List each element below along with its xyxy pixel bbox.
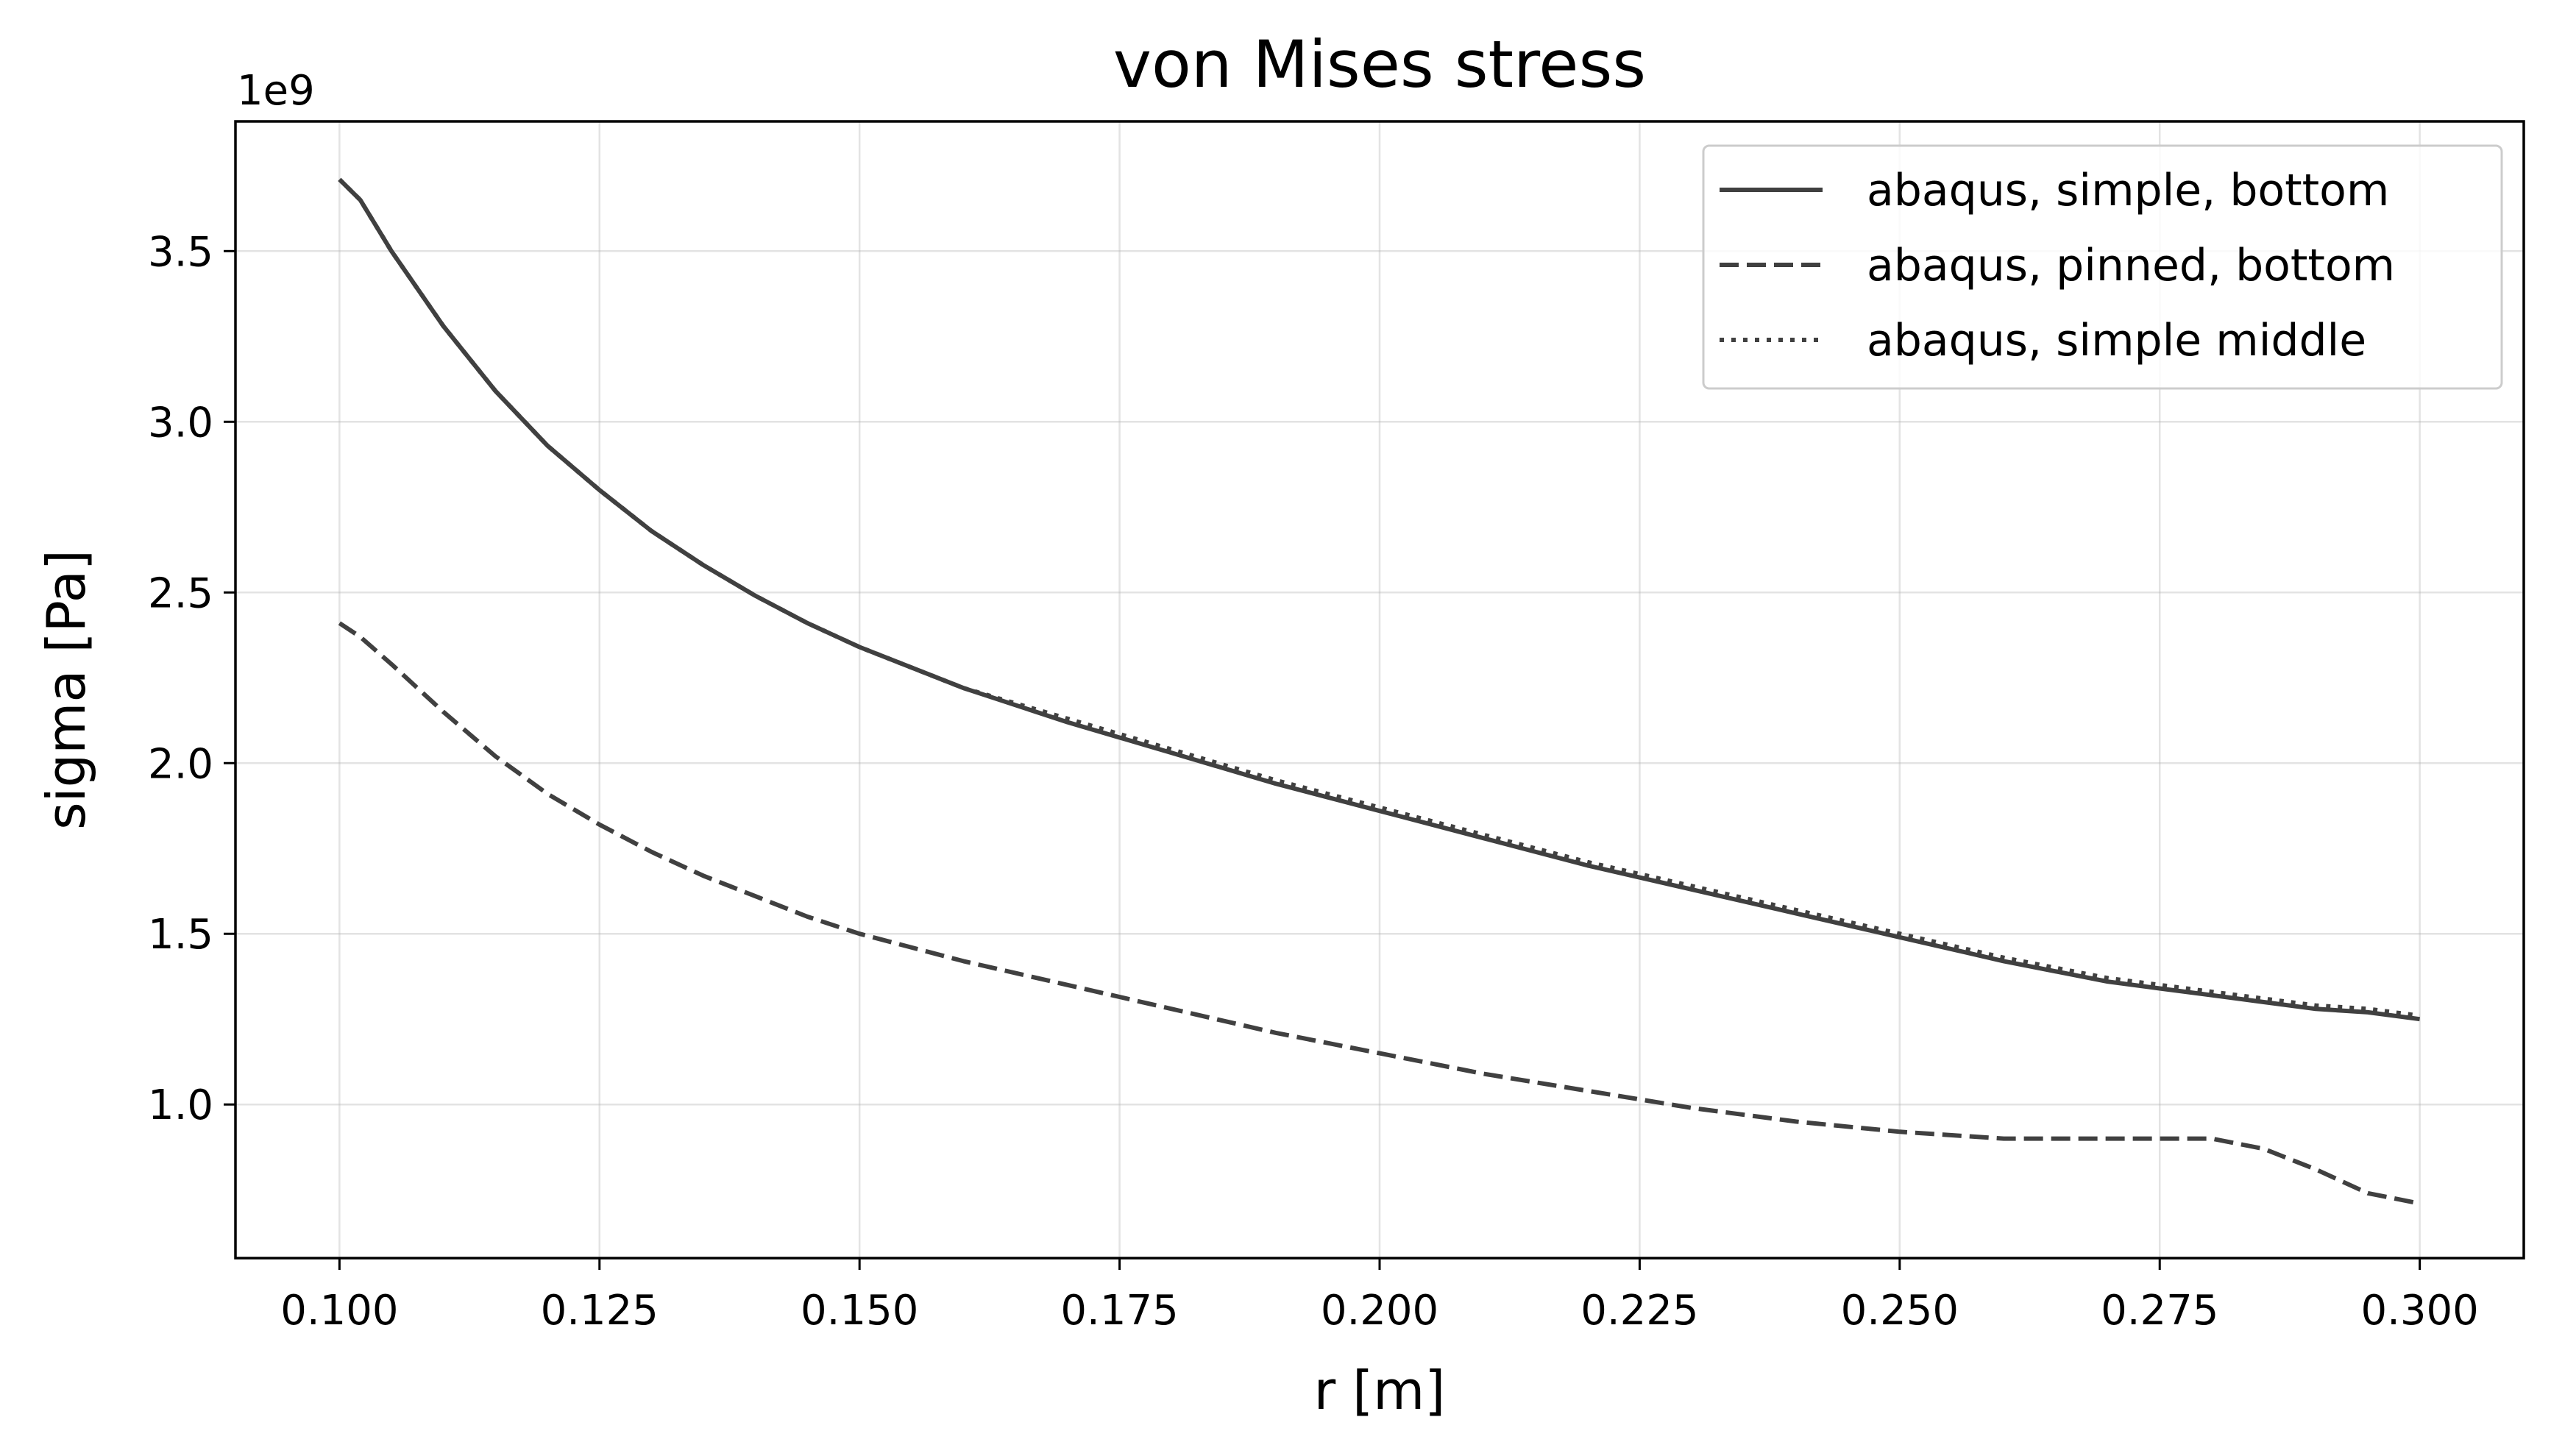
x-tick-label: 0.175: [1060, 1287, 1178, 1335]
y-axis: 1.0 1.5 2.0 2.5 3.0 3.5: [148, 228, 235, 1129]
series-line-dotted: [338, 177, 2420, 1018]
x-tick-label: 0.300: [2360, 1287, 2478, 1335]
legend-frame: [1702, 144, 2503, 390]
x-axis-title: r [m]: [1314, 1360, 1446, 1421]
x-tick-label: 0.100: [280, 1287, 398, 1335]
legend-label: abaqus, pinned, bottom: [1867, 240, 2395, 291]
series-line-solid: [338, 177, 2420, 1022]
x-tick-label: 0.200: [1321, 1287, 1438, 1335]
legend-label: abaqus, simple, bottom: [1867, 165, 2389, 216]
y-tick-label: 1.5: [148, 911, 213, 959]
x-tick-label: 0.275: [2101, 1287, 2218, 1335]
series-line-dashed: [338, 621, 2421, 1206]
legend-label: abaqus, simple middle: [1867, 315, 2366, 366]
x-tick-label: 0.125: [541, 1287, 659, 1335]
y-tick-label: 2.5: [148, 569, 213, 617]
x-axis: 0.100 0.125 0.150 0.175 0.200 0.225 0.250 0.275…: [280, 1258, 2479, 1335]
y-tick-label: 3.0: [148, 399, 213, 447]
grid: [235, 121, 2524, 1258]
y-axis-offset-label: 1e9: [237, 67, 315, 115]
y-tick-label: 3.5: [148, 228, 213, 276]
y-tick-label: 2.0: [148, 740, 213, 788]
series-layer: [338, 177, 2421, 1206]
x-tick-label: 0.225: [1580, 1287, 1698, 1335]
x-tick-label: 0.150: [801, 1287, 918, 1335]
legend: abaqus, simple, bottom abaqus, pinned, bo…: [1702, 144, 2503, 390]
x-tick-label: 0.250: [1841, 1287, 1959, 1335]
y-axis-title: sigma [Pa]: [35, 550, 97, 830]
chart-title: von Mises stress: [1113, 26, 1646, 102]
y-tick-label: 1.0: [148, 1082, 213, 1129]
